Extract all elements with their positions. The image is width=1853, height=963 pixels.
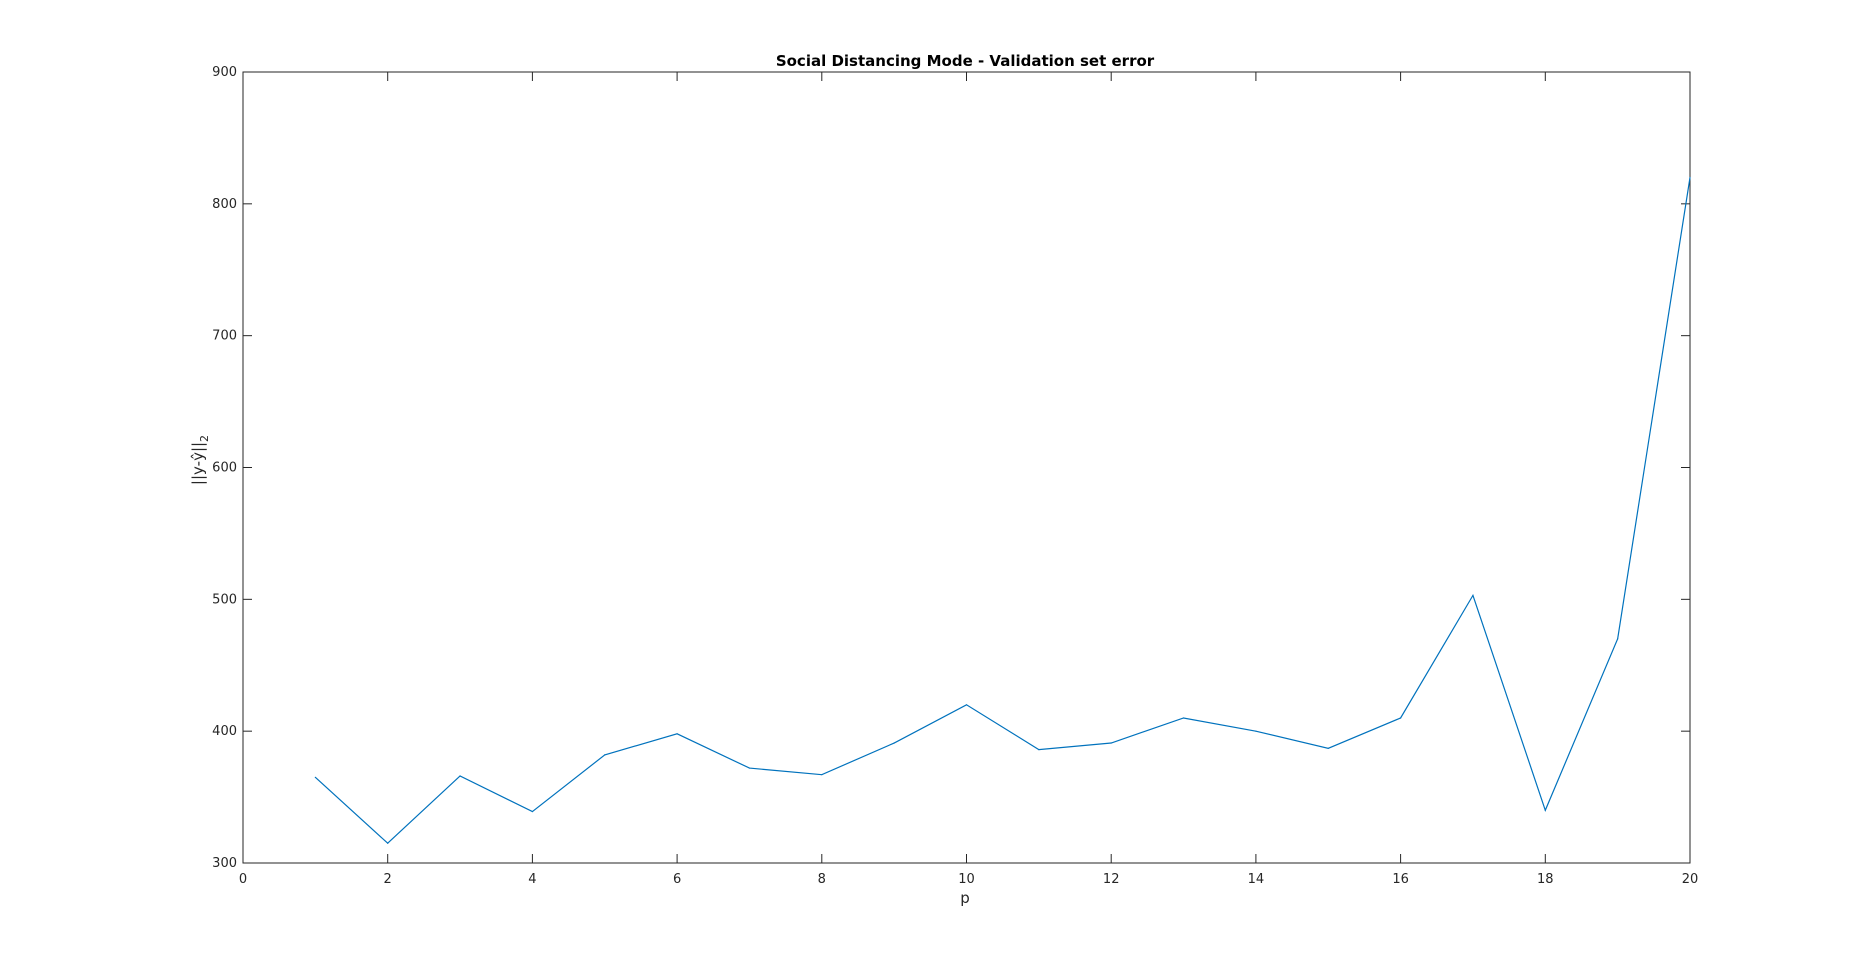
x-tick-label: 0 [239, 872, 247, 887]
data-point [1400, 717, 1402, 719]
x-tick-label: 6 [673, 872, 681, 887]
x-tick-label: 4 [528, 872, 536, 887]
data-point [676, 733, 678, 735]
data-point [531, 810, 534, 813]
data-point [821, 774, 823, 776]
y-axis-label: ||y-ŷ||2 [189, 435, 211, 485]
data-point [314, 776, 316, 778]
y-axis-label-main: ||y-ŷ|| [189, 442, 207, 485]
y-tick-label: 800 [212, 197, 237, 212]
data-point [1110, 742, 1112, 744]
x-tick-label: 10 [958, 872, 975, 887]
data-point [1472, 594, 1474, 596]
data-point [387, 842, 389, 844]
data-point [1038, 749, 1040, 751]
y-tick-label: 500 [212, 592, 237, 607]
x-tick-label: 20 [1682, 872, 1699, 887]
data-point [893, 742, 895, 744]
data-point [1544, 809, 1546, 811]
x-tick-label: 16 [1392, 872, 1409, 887]
x-tick-label: 14 [1248, 872, 1265, 887]
data-point [1327, 747, 1329, 749]
chart-title: Social Distancing Mode - Validation set … [776, 52, 1155, 70]
data-point [1617, 638, 1619, 640]
x-axis-label: p [960, 889, 970, 907]
y-tick-label: 700 [212, 329, 237, 344]
data-point [965, 704, 968, 706]
y-tick-label: 900 [212, 65, 237, 80]
x-tick-label: 8 [818, 872, 826, 887]
data-point [1689, 176, 1691, 179]
y-tick-label: 400 [212, 724, 237, 739]
svg-text:||y-ŷ||2: ||y-ŷ||2 [189, 435, 211, 485]
x-tick-label: 12 [1103, 872, 1120, 887]
y-tick-label: 300 [212, 856, 237, 871]
data-point [604, 754, 606, 756]
data-point [1255, 730, 1257, 732]
x-tick-label: 18 [1537, 872, 1554, 887]
plot-area: 0 2 4 6 8 10 12 14 16 18 20 300 400 500 600 700 800 900 [212, 65, 1698, 887]
data-point [459, 775, 461, 777]
data-point [1182, 717, 1185, 719]
y-tick-label: 600 [212, 461, 237, 476]
y-axis-label-subscript: 2 [198, 435, 211, 442]
x-tick-label: 2 [384, 872, 392, 887]
series-line [314, 177, 1691, 845]
data-point [748, 767, 751, 769]
